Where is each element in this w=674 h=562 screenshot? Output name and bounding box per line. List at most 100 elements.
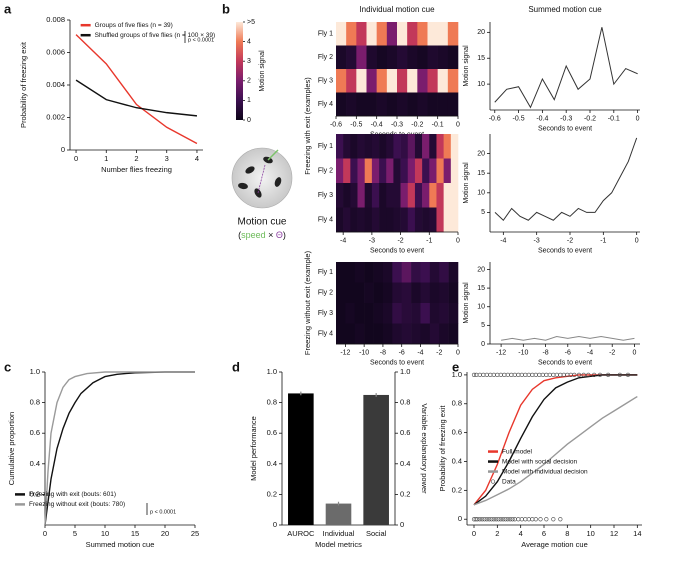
heat-cell [400,183,409,208]
panel-letter: c [4,359,11,374]
y-tick-label: 1.0 [267,367,277,376]
data-point [491,372,496,377]
heat-cell [436,207,444,233]
chart-title: Individual motion cue [359,5,435,14]
x-tick-label: -0.4 [371,122,383,129]
x-tick-label: -6 [565,350,571,357]
heat-cell [356,69,367,93]
legend-label: Freezing with exit (bouts: 601) [29,491,116,498]
heat-cell [357,183,366,208]
heat-cell [429,183,437,208]
x-tick-label: AUROC [287,529,315,538]
heat-cell [386,134,394,159]
heat-cell [373,282,384,304]
heat-cell [401,262,412,283]
colorbar-tick-label: >5 [247,19,255,26]
x-tick-label: -1 [600,238,606,245]
row-label: Fly 2 [318,290,333,297]
data-point [523,517,528,522]
heat-cell [364,282,374,304]
data-point [572,372,577,377]
heat-cell [429,134,437,159]
series-line [44,371,195,526]
panel-letter: b [222,1,230,16]
heat-cell [450,134,459,159]
heat-cell [437,22,449,46]
heat-cell [447,69,459,93]
data-point [503,517,508,522]
series-line [75,79,198,117]
heat-cell [379,183,387,208]
y2-tick-label: 0 [400,520,404,529]
data-point [509,372,514,377]
x-tick-label: -0.2 [584,116,596,123]
x-tick-label: 8 [565,529,569,538]
heat-cell [336,22,347,46]
x-axis-label: Seconds to event [370,248,424,255]
heat-cell [411,282,421,304]
row-label: Fly 3 [318,310,333,317]
heat-cell [345,282,356,304]
heat-cell [422,134,430,159]
data-point [551,517,556,522]
heat-cell [439,303,449,324]
heat-cell [407,69,418,93]
row-label: Fly 4 [318,331,333,338]
data-point [505,372,510,377]
heat-cell [382,262,393,283]
data-point [544,517,549,522]
heat-cell [407,45,418,70]
heat-cell [420,262,431,283]
heat-cell [448,262,459,283]
data-point [512,372,517,377]
x-axis-label: Seconds to event [370,360,424,367]
y-tick-label: 0 [273,520,277,529]
heat-cell [401,282,412,304]
y-axis-label: Cumulative proportion [7,412,16,485]
x-tick-label: 0 [456,122,460,129]
x-tick-label: -0.3 [391,122,403,129]
heat-cell [382,282,393,304]
legend-label: Data [502,478,516,485]
y-tick-label: 1.0 [30,367,40,376]
heat-cell [443,158,452,184]
heat-cell [392,282,402,304]
x-tick-label: -4 [587,350,593,357]
heat-cell [401,303,412,324]
y-tick-label: 0.002 [46,112,65,121]
legend-label: Model with individual decision [502,468,588,475]
x-tick-label: -4 [340,238,346,245]
data-point [530,517,535,522]
heat-cell [429,282,440,304]
heat-cell [439,282,449,304]
y-tick-label: 0.8 [30,398,40,407]
x-tick-label: 12 [610,529,618,538]
x-axis-label: Average motion cue [521,540,588,549]
heat-cell [357,207,366,233]
data-point [606,372,611,377]
data-point [516,372,521,377]
x-tick-label: -0.4 [536,116,548,123]
data-point [526,372,531,377]
bar [325,503,352,525]
x-tick-label: 3 [165,154,169,163]
heat-cell [407,22,418,46]
legend-label: Groups of five flies (n = 39) [95,22,173,29]
heat-cell [447,92,459,117]
heat-cell [443,183,452,208]
data-point [480,517,485,522]
x-tick-label: -4 [500,238,506,245]
heat-cell [366,45,377,70]
heat-cell [439,323,449,345]
data-point [538,517,543,522]
heat-cell [373,262,384,283]
group-label: Freezing without exit (example) [303,250,312,355]
heat-cell [397,92,408,117]
heat-cell [343,158,351,184]
heat-cell [366,69,377,93]
colorbar-tick-label: 4 [247,38,251,45]
row-label: Fly 4 [318,101,333,108]
annotation: p < 0.0001 [188,37,214,43]
data-point [473,517,478,522]
